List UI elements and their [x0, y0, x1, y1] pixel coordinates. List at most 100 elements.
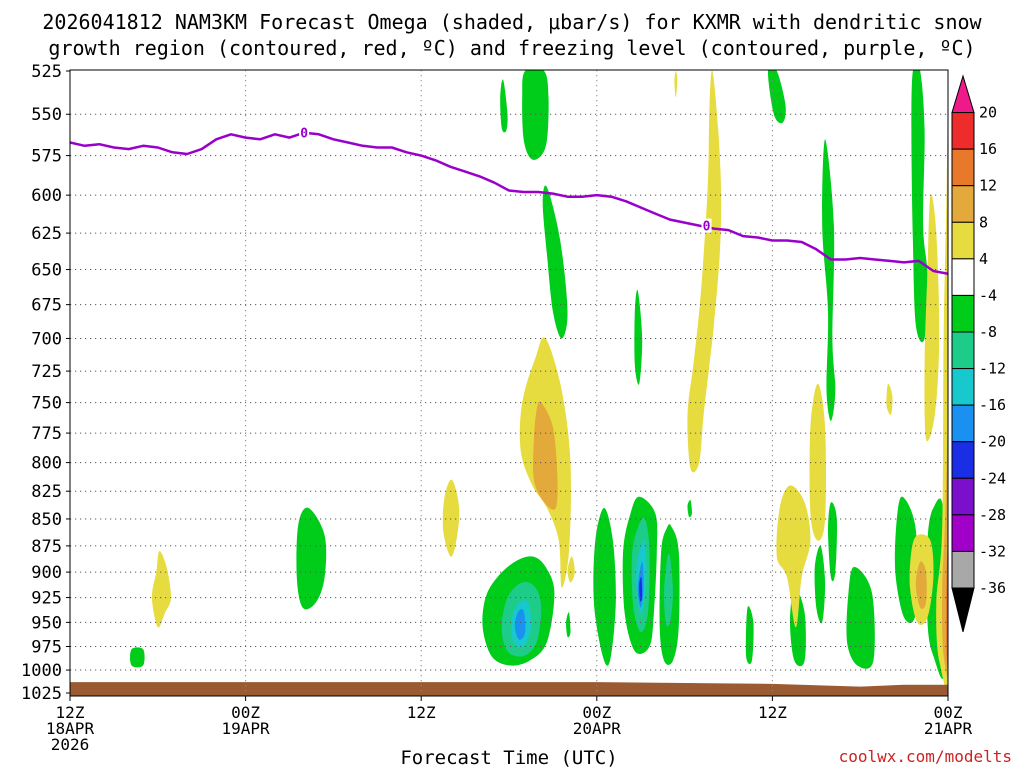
- chart-title-line1: 2026041812 NAM3KM Forecast Omega (shaded…: [42, 10, 982, 34]
- colorbar-top-triangle: [951, 74, 975, 114]
- y-axis: 525 550 575 600 625 650 675 700 725 750 775 800 825 8…: [21, 62, 70, 704]
- x-tick-label-4-0: 12Z: [758, 703, 787, 722]
- omega-region-45: [945, 542, 948, 673]
- y-tick-label-925: 925: [31, 589, 62, 609]
- x-tick-label-1-1: 19APR: [222, 719, 271, 738]
- colorbar-segment-6: [951, 294, 975, 333]
- omega-region-42: [915, 561, 927, 609]
- omega-region-0: [522, 70, 549, 160]
- colorbar: 20 16 12 8 4 -4 -8 -12 -16 -20 -24 -28 -32 -36: [951, 74, 1006, 633]
- y-tick-label-875: 875: [31, 537, 62, 557]
- colorbar-label-7: -12: [979, 360, 1006, 378]
- freezing-level-line: [70, 131, 948, 276]
- y-tick-label-650: 650: [31, 261, 62, 281]
- y-tick-label-1025: 1025: [21, 684, 62, 704]
- colorbar-label-4: 4: [979, 250, 988, 268]
- omega-region-22: [687, 499, 692, 518]
- freezing-label-0: 0: [300, 127, 308, 142]
- x-tick-label-3-0: 00Z: [582, 703, 611, 722]
- omega-region-40: [924, 194, 940, 442]
- colorbar-label-0: 20: [979, 104, 997, 122]
- colorbar-segment-12: [951, 514, 975, 552]
- y-tick-label-700: 700: [31, 329, 62, 349]
- y-tick-label-675: 675: [31, 296, 62, 316]
- plot-frame: [69, 69, 949, 697]
- colorbar-segment-2: [951, 148, 975, 187]
- omega-region-26: [828, 502, 838, 582]
- omega-region-31: [533, 401, 558, 510]
- colorbar-segment-1: [951, 112, 975, 150]
- omega-region-6: [822, 139, 836, 422]
- colorbar-segment-8: [951, 368, 975, 406]
- omega-region-37: [442, 479, 460, 557]
- y-tick-label-975: 975: [31, 638, 62, 658]
- y-tick-label-550: 550: [31, 105, 62, 125]
- x-tick-label-5-1: 21APR: [924, 719, 973, 738]
- y-tick-label-900: 900: [31, 563, 62, 583]
- omega-region-8: [130, 647, 145, 668]
- colorbar-label-5: -4: [979, 286, 997, 304]
- freezing-level-contour: 00: [70, 125, 948, 276]
- x-axis-label: Forecast Time (UTC): [400, 747, 617, 768]
- x-tick-label-2-0: 12Z: [407, 703, 436, 722]
- colorbar-segment-10: [951, 441, 975, 479]
- omega-region-38: [151, 551, 172, 628]
- x-tick-label-0-1: 18APR: [46, 719, 95, 738]
- omega-region-35: [776, 485, 811, 628]
- colorbar-label-3: 8: [979, 213, 988, 231]
- y-tick-label-725: 725: [31, 362, 62, 382]
- omega-region-2: [767, 70, 786, 124]
- freezing-label-bg-0: [299, 125, 310, 140]
- colorbar-segment-5: [951, 258, 975, 296]
- terrain-fill: [70, 682, 948, 696]
- omega-region-39: [567, 556, 575, 583]
- y-tick-label-1000: 1000: [21, 661, 62, 681]
- x-tick-label-0-0: 12Z: [56, 703, 85, 722]
- colorbar-segment-9: [951, 404, 975, 443]
- colorbar-label-9: -20: [979, 433, 1006, 451]
- omega-region-5: [634, 289, 643, 385]
- omega-region-4: [542, 185, 568, 339]
- omega-region-23: [745, 606, 754, 665]
- x-tick-label-1-0: 00Z: [231, 703, 260, 722]
- terrain-layer: [70, 682, 948, 696]
- y-tick-label-775: 775: [31, 424, 62, 444]
- y-tick-label-625: 625: [31, 224, 62, 244]
- y-tick-label-750: 750: [31, 394, 62, 414]
- x-tick-label-0-2: 2026: [51, 735, 90, 754]
- omega-shading-layer: [130, 70, 948, 694]
- colorbar-segment-13: [951, 550, 975, 589]
- y-tick-label-575: 575: [31, 147, 62, 167]
- omega-region-32: [687, 70, 722, 473]
- y-tick-label-825: 825: [31, 482, 62, 502]
- colorbar-segment-3: [951, 185, 975, 223]
- freezing-label-bg-1: [701, 218, 712, 233]
- omega-region-27: [846, 566, 875, 669]
- colorbar-label-12: -32: [979, 542, 1006, 560]
- omega-region-12: [514, 608, 526, 640]
- omega-region-33: [674, 70, 678, 98]
- colorbar-label-13: -36: [979, 579, 1006, 597]
- omega-region-18: [639, 576, 643, 602]
- chart-title-line2: growth region (contoured, red, ºC) and f…: [48, 36, 975, 60]
- colorbar-label-11: -28: [979, 506, 1006, 524]
- colorbar-label-1: 16: [979, 140, 997, 158]
- omega-region-3: [911, 70, 928, 343]
- omega-region-21: [566, 612, 571, 638]
- y-tick-label-525: 525: [31, 62, 62, 82]
- x-tick-label-3-1: 20APR: [573, 719, 622, 738]
- colorbar-label-10: -24: [979, 469, 1006, 487]
- colorbar-label-2: 12: [979, 177, 997, 195]
- colorbar-segment-11: [951, 477, 975, 516]
- colorbar-segment-7: [951, 331, 975, 370]
- colorbar-bottom-triangle: [951, 587, 975, 633]
- omega-region-13: [593, 508, 616, 666]
- omega-region-7: [296, 507, 327, 610]
- colorbar-label-6: -8: [979, 323, 997, 341]
- y-tick-label-600: 600: [31, 186, 62, 206]
- omega-region-1: [500, 79, 508, 133]
- omega-region-34: [809, 383, 826, 541]
- y-tick-label-950: 950: [31, 613, 62, 633]
